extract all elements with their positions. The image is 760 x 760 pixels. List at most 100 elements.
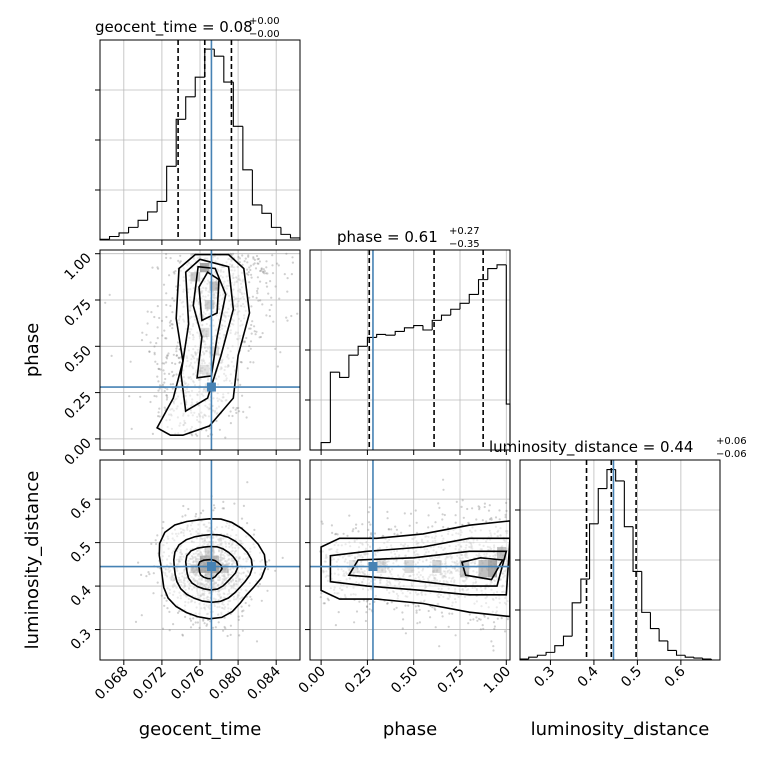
geocent-phase-sample-point: [258, 336, 261, 339]
geocent-phase-sample-point: [265, 314, 268, 317]
phase-distance-sample-point: [402, 618, 405, 621]
phase-distance-sample-point: [386, 602, 389, 605]
geocent-distance-contour-2: [184, 545, 239, 591]
geocent-phase-sample-point: [165, 303, 168, 307]
geocent-phase-sample-point: [296, 312, 299, 315]
geocent-phase-sample-point: [263, 272, 266, 275]
phase-distance-sample-point: [330, 524, 333, 527]
geocent-phase-sample-point: [230, 253, 233, 256]
geocent-phase-sample-point: [247, 273, 250, 276]
y-tick-label-luminosity-distance-2: 0.5: [68, 539, 95, 566]
phase-distance-sample-point: [478, 506, 481, 509]
geocent-phase-sample-point: [166, 388, 169, 391]
geocent-phase-sample-point: [175, 285, 178, 288]
geocent-phase-sample-point: [145, 333, 148, 336]
geocent-phase-sample-point: [158, 407, 161, 410]
phase-distance-sample-point: [396, 533, 399, 536]
geocent-distance-sample-point: [189, 619, 193, 622]
phase-distance-sample-point: [468, 613, 471, 616]
hist-bin-luminosity_distance-2: [536, 654, 547, 658]
geocent-distance-truth-marker: [206, 562, 216, 572]
geocent-phase-sample-point: [265, 266, 268, 269]
phase-distance-sample-point: [471, 507, 474, 510]
geocent-phase-sample-point: [156, 266, 159, 269]
x-axis-label-geocent-time: geocent_time: [139, 719, 262, 740]
geocent-distance-sample-point: [255, 640, 259, 643]
phase-distance-sample-point: [488, 518, 492, 521]
x-axis-label-phase: phase: [383, 719, 437, 740]
phase-distance-sample-point: [455, 500, 458, 503]
phase-distance-sample-point: [441, 518, 444, 521]
geocent-phase-sample-point: [218, 428, 221, 431]
geocent-phase-sample-point: [250, 305, 253, 308]
geocent-phase-sample-point: [172, 353, 175, 356]
hist-bin-luminosity_distance-15: [649, 612, 660, 630]
geocent-phase-sample-point: [158, 316, 161, 320]
geocent-phase-sample-point: [229, 410, 232, 413]
geocent-phase-sample-point: [190, 253, 193, 256]
hist-bin-phase-2: [329, 371, 340, 443]
geocent-distance-sample-point: [237, 618, 240, 622]
geocent-phase-sample-point: [252, 263, 255, 266]
hist-bin-geocent_time-13: [223, 56, 234, 83]
hist-bin-phase-8: [385, 334, 396, 336]
hist-bin-phase-19: [487, 267, 498, 280]
geocent-phase-sample-point: [249, 340, 253, 343]
phase-distance-sample-point: [479, 628, 482, 631]
geocent-phase-sample-point: [256, 289, 259, 293]
phase-distance-sample-point: [355, 610, 359, 613]
phase-distance-sample-point: [434, 608, 437, 611]
geocent-phase-sample-point: [249, 347, 252, 350]
geocent-phase-sample-point: [169, 257, 172, 260]
geocent-phase-sample-point: [163, 362, 166, 365]
phase-distance-sample-point: [498, 509, 501, 512]
geocent-distance-sample-point: [145, 575, 148, 578]
geocent-phase-sample-point: [168, 372, 171, 375]
hist-bin-luminosity_distance-8: [589, 523, 599, 580]
hist-bin-phase-3: [339, 372, 349, 378]
geocent-phase-sample-point: [271, 254, 274, 257]
geocent-phase-sample-point: [261, 332, 264, 335]
phase-distance-sample-point: [479, 618, 482, 621]
geocent-phase-sample-point: [253, 325, 256, 328]
geocent-phase-sample-point: [249, 268, 252, 272]
phase-distance-sample-point: [386, 602, 389, 605]
phase-distance-sample-point: [323, 602, 326, 605]
geocent-distance-sample-point: [244, 601, 247, 605]
geocent-phase-sample-point: [167, 352, 170, 355]
geocent-phase-sample-point: [252, 256, 255, 259]
hist-bin-luminosity_distance-12: [623, 480, 634, 528]
y-tick-label-phase-1: 0.25: [61, 389, 94, 422]
geocent-phase-sample-point: [232, 406, 235, 409]
phase-distance-sample-point: [401, 611, 404, 614]
geocent-phase-sample-point: [253, 262, 256, 265]
phase-distance-sample-point: [504, 516, 507, 519]
phase-distance-sample-point: [448, 612, 451, 615]
geocent-distance-sample-point: [158, 567, 161, 570]
geocent-distance-sample-point: [202, 619, 205, 622]
title-phase-plus: +0.27: [449, 226, 480, 237]
geocent-phase-sample-point: [265, 281, 268, 285]
geocent-phase-sample-point: [165, 315, 168, 319]
title-luminosity-distance-minus: −0.06: [716, 449, 747, 460]
y-axis-label-phase: phase: [22, 323, 43, 377]
geocent-distance-sample-point: [176, 611, 180, 615]
geocent-phase-sample-point: [179, 254, 182, 257]
geocent-phase-sample-point: [271, 264, 274, 267]
hist-frame-luminosity_distance: [519, 459, 721, 661]
hist-bin-luminosity_distance-13: [632, 526, 642, 572]
geocent-phase-sample-point: [237, 255, 240, 259]
geocent-phase-sample-point: [175, 347, 178, 350]
phase-distance-sample-point: [494, 516, 498, 519]
geocent-phase-sample-point: [176, 345, 179, 348]
geocent-phase-sample-point: [166, 396, 169, 399]
geocent-phase-sample-point: [153, 353, 156, 356]
x-tick-label-phase-2: 0.50: [388, 664, 421, 697]
geocent-distance-sample-point: [181, 633, 184, 636]
hist-bin-geocent_time-7: [166, 165, 177, 202]
geocent-phase-sample-point: [161, 362, 164, 365]
y-tick-label-luminosity-distance-1: 0.4: [68, 583, 95, 610]
geocent-phase-sample-point: [179, 260, 182, 263]
hist-bin-geocent_time-6: [156, 200, 167, 212]
phase-distance-sample-point: [496, 617, 499, 620]
